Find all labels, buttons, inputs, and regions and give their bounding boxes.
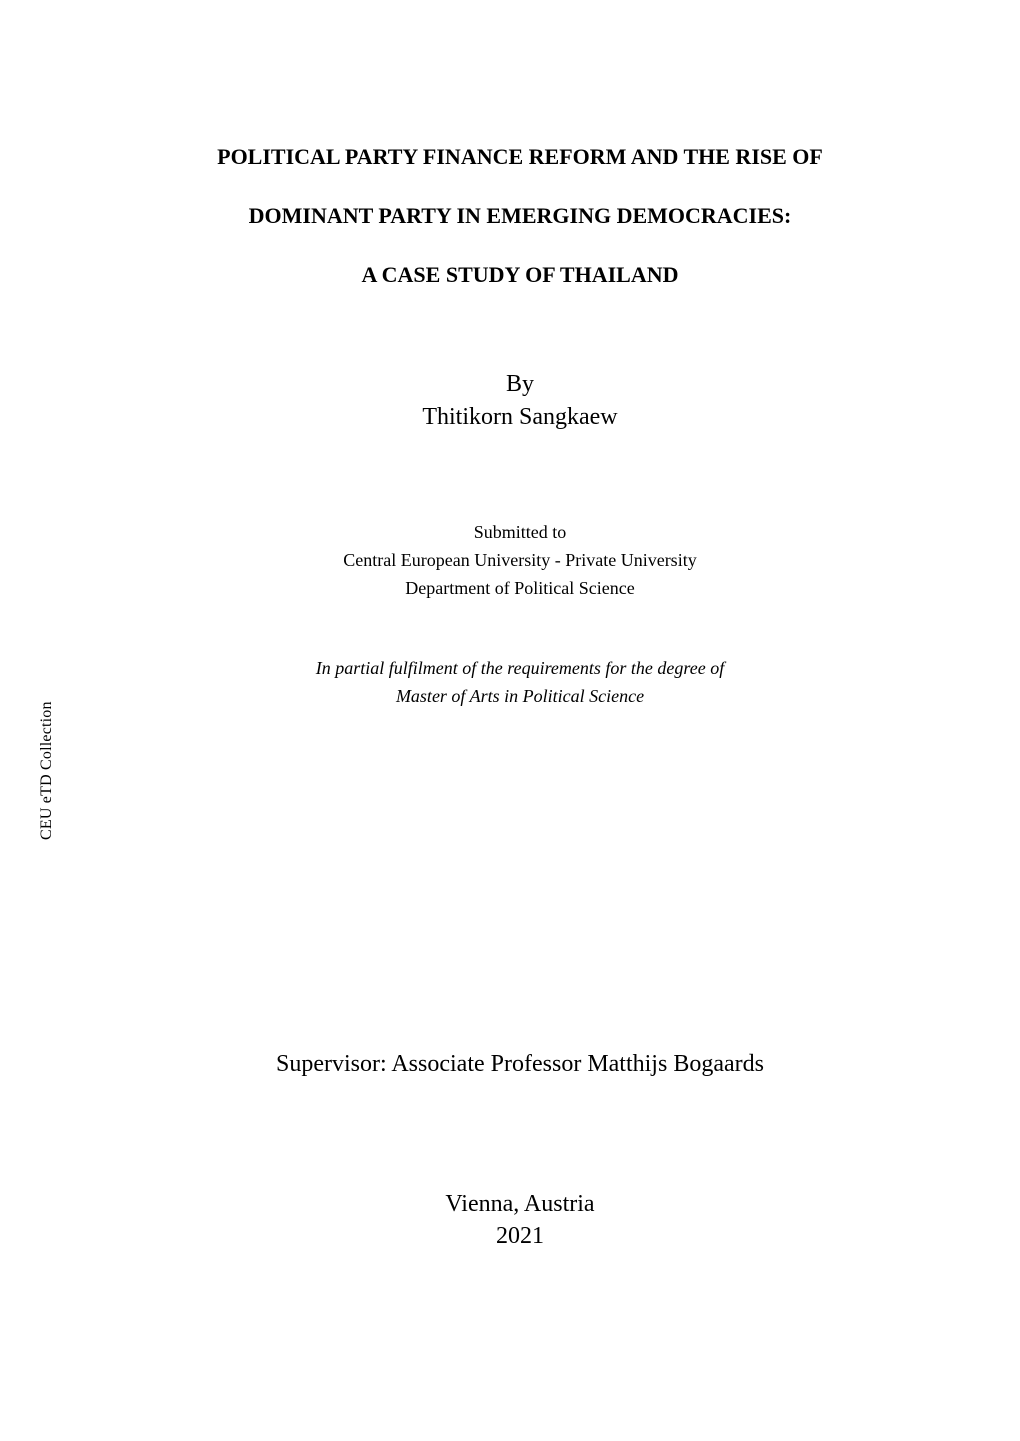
submitted-to-label: Submitted to: [150, 519, 890, 547]
title-page: CEU eTD Collection POLITICAL PARTY FINAN…: [0, 0, 1020, 1441]
thesis-title: POLITICAL PARTY FINANCE REFORM AND THE R…: [150, 142, 890, 290]
fulfilment-block: In partial fulfilment of the requirement…: [150, 655, 890, 711]
spine-label: CEU eTD Collection: [38, 701, 56, 840]
fulfilment-line-2: Master of Arts in Political Science: [150, 683, 890, 711]
title-line-3: A CASE STUDY OF THAILAND: [150, 260, 890, 291]
place: Vienna, Austria: [150, 1188, 890, 1220]
author-name: Thitikorn Sangkaew: [150, 401, 890, 433]
title-line-2: DOMINANT PARTY IN EMERGING DEMOCRACIES:: [150, 201, 890, 232]
title-line-1: POLITICAL PARTY FINANCE REFORM AND THE R…: [150, 142, 890, 173]
department-name: Department of Political Science: [150, 575, 890, 603]
supervisor-line: Supervisor: Associate Professor Matthijs…: [150, 1051, 890, 1078]
byline-block: By Thitikorn Sangkaew: [150, 368, 890, 433]
institution-name: Central European University - Private Un…: [150, 547, 890, 575]
submitted-block: Submitted to Central European University…: [150, 519, 890, 603]
by-label: By: [150, 368, 890, 400]
fulfilment-line-1: In partial fulfilment of the requirement…: [150, 655, 890, 683]
page-content: POLITICAL PARTY FINANCE REFORM AND THE R…: [150, 142, 890, 1252]
year: 2021: [150, 1220, 890, 1252]
place-year-block: Vienna, Austria 2021: [150, 1188, 890, 1253]
